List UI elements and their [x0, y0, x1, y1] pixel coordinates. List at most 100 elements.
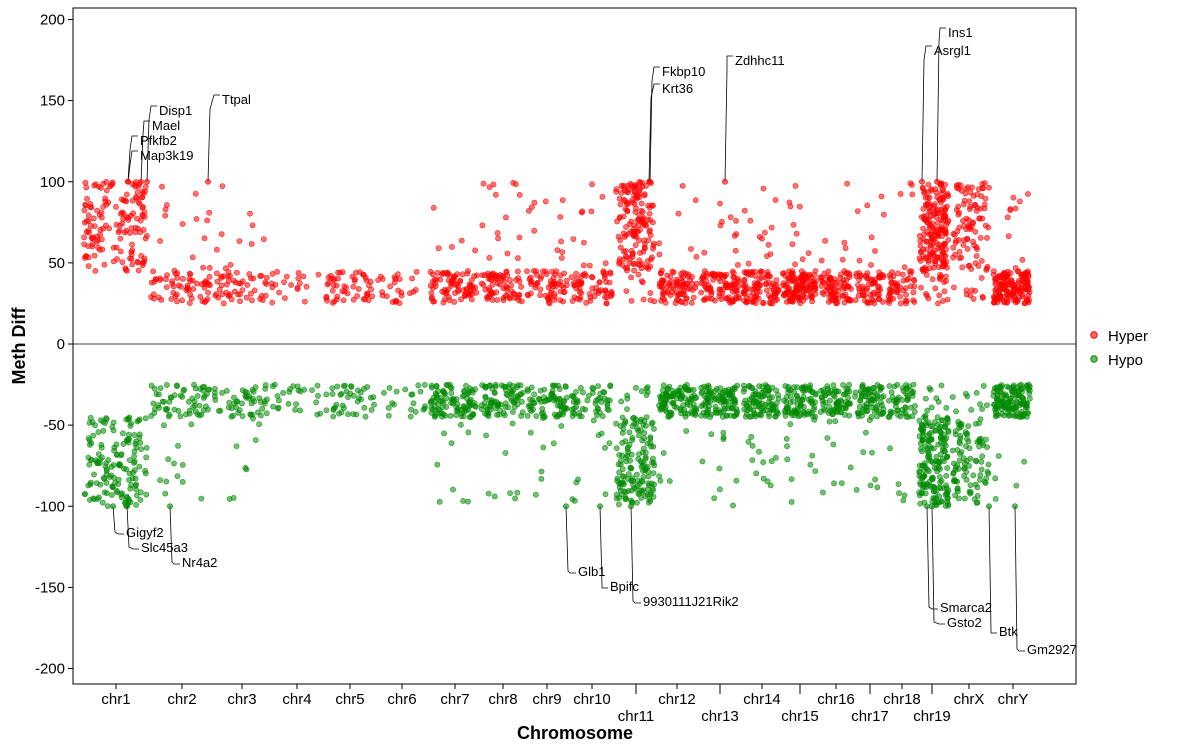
- data-point: [482, 394, 489, 401]
- data-point: [963, 468, 970, 475]
- data-point: [862, 393, 869, 400]
- data-point: [992, 406, 998, 413]
- data-point: [897, 293, 903, 300]
- x-tick-label: chr4: [282, 691, 311, 708]
- data-point: [198, 281, 205, 288]
- data-point: [89, 241, 96, 247]
- data-point: [217, 407, 224, 414]
- data-point: [651, 298, 658, 305]
- data-point: [997, 383, 1003, 390]
- data-point: [188, 421, 195, 428]
- data-point: [385, 412, 392, 419]
- data-point: [698, 289, 705, 296]
- data-point: [120, 210, 127, 217]
- label-leader-line: [169, 506, 180, 565]
- data-point: [556, 386, 563, 392]
- data-point: [441, 270, 448, 277]
- data-point: [613, 188, 619, 195]
- labelled-data-point: [986, 503, 992, 510]
- data-point: [495, 235, 501, 242]
- data-point: [206, 209, 213, 216]
- data-point: [171, 267, 178, 274]
- data-point: [650, 487, 657, 493]
- data-point: [729, 385, 736, 392]
- data-point: [261, 398, 268, 405]
- data-point: [458, 237, 465, 244]
- data-point: [669, 283, 676, 290]
- data-point: [442, 412, 449, 419]
- data-point: [142, 415, 149, 422]
- data-point: [218, 273, 225, 280]
- data-point: [531, 391, 538, 398]
- data-point: [664, 393, 671, 400]
- gene-label: Slc45a3: [141, 540, 188, 555]
- data-point: [549, 268, 555, 275]
- data-point: [516, 297, 522, 304]
- data-point: [939, 417, 945, 423]
- data-point: [903, 390, 909, 397]
- data-point: [233, 269, 240, 276]
- data-point: [447, 412, 454, 419]
- data-point: [243, 466, 250, 473]
- label-leader-line: [599, 506, 608, 589]
- data-point: [746, 400, 752, 407]
- data-point: [339, 402, 346, 409]
- data-point: [959, 264, 966, 271]
- data-point: [768, 224, 775, 231]
- data-point: [824, 435, 831, 441]
- data-point: [759, 235, 765, 242]
- gene-label: Disp1: [159, 103, 192, 118]
- data-point: [213, 246, 220, 253]
- data-point: [937, 428, 943, 435]
- data-point: [724, 412, 730, 419]
- data-point: [956, 237, 962, 243]
- legend-hyper-label: Hyper: [1108, 328, 1148, 345]
- data-point: [392, 275, 399, 282]
- data-point: [629, 437, 635, 444]
- label-leader-line: [146, 105, 157, 182]
- data-point: [118, 452, 124, 459]
- data-point: [448, 243, 455, 250]
- data-point: [421, 405, 428, 412]
- data-point: [179, 221, 186, 227]
- data-point: [112, 479, 118, 486]
- data-point: [194, 411, 201, 418]
- data-point: [646, 204, 653, 211]
- data-point: [966, 445, 973, 452]
- data-point: [982, 195, 989, 202]
- data-point: [938, 439, 944, 446]
- data-point: [119, 259, 126, 265]
- data-point: [887, 410, 894, 417]
- data-point: [705, 406, 711, 413]
- labelled-data-point: [124, 503, 130, 510]
- data-point: [796, 203, 803, 210]
- data-point: [429, 284, 436, 291]
- data-point: [573, 285, 580, 292]
- data-point: [924, 407, 931, 414]
- data-point: [559, 249, 566, 255]
- data-point: [560, 298, 566, 305]
- data-point: [415, 382, 422, 389]
- data-point: [177, 413, 184, 420]
- data-point: [246, 271, 253, 277]
- data-point: [801, 411, 808, 418]
- data-point: [796, 297, 803, 304]
- data-point: [110, 462, 117, 468]
- data-point: [440, 389, 447, 396]
- data-point: [460, 413, 467, 420]
- data-point: [977, 234, 984, 241]
- data-point: [684, 401, 691, 408]
- data-point: [448, 440, 455, 446]
- data-point: [537, 292, 544, 299]
- data-point: [558, 423, 565, 429]
- data-point: [874, 413, 880, 420]
- data-point: [922, 443, 929, 449]
- data-point: [1009, 290, 1016, 296]
- data-point: [87, 222, 94, 229]
- data-point: [395, 287, 402, 294]
- data-point: [743, 299, 750, 306]
- data-point: [324, 281, 331, 288]
- data-point: [151, 385, 158, 392]
- data-point: [315, 271, 322, 278]
- data-point: [554, 247, 561, 253]
